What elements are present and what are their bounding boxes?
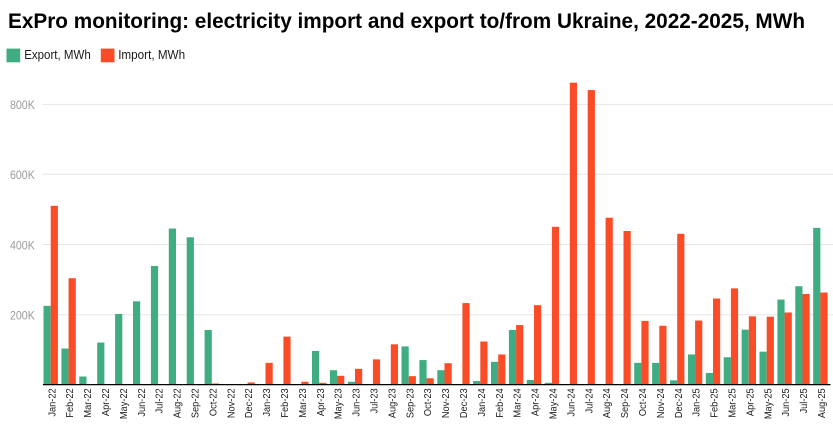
- svg-text:Jul-23: Jul-23: [369, 388, 381, 414]
- svg-text:Oct-24: Oct-24: [638, 388, 650, 416]
- svg-text:Sep-24: Sep-24: [620, 388, 632, 418]
- svg-text:200K: 200K: [10, 309, 35, 323]
- svg-text:Jul-24: Jul-24: [584, 388, 596, 414]
- svg-text:Oct-23: Oct-23: [423, 388, 435, 416]
- svg-text:Apr-24: Apr-24: [530, 388, 542, 416]
- svg-text:Sep-22: Sep-22: [190, 388, 202, 418]
- svg-text:Jan-25: Jan-25: [691, 388, 703, 417]
- svg-text:Mar-22: Mar-22: [83, 388, 95, 417]
- svg-text:Nov-22: Nov-22: [226, 388, 238, 418]
- svg-text:Feb-24: Feb-24: [494, 388, 506, 418]
- svg-text:800K: 800K: [10, 98, 35, 112]
- svg-text:Feb-22: Feb-22: [65, 388, 77, 417]
- svg-text:Import, MWh: Import, MWh: [118, 48, 185, 62]
- svg-text:Export, MWh: Export, MWh: [24, 48, 91, 62]
- svg-text:Aug-25: Aug-25: [817, 388, 829, 418]
- svg-text:May-25: May-25: [763, 388, 775, 419]
- svg-text:May-24: May-24: [548, 388, 560, 419]
- svg-text:Mar-23: Mar-23: [297, 388, 309, 418]
- svg-text:Aug-23: Aug-23: [387, 388, 399, 418]
- svg-text:Aug-22: Aug-22: [172, 388, 184, 418]
- svg-text:Apr-23: Apr-23: [315, 388, 327, 416]
- svg-text:Mar-24: Mar-24: [512, 388, 524, 418]
- svg-text:Jul-25: Jul-25: [799, 388, 811, 414]
- svg-text:Dec-23: Dec-23: [459, 388, 471, 418]
- svg-text:Jun-22: Jun-22: [136, 388, 148, 416]
- svg-text:Jun-25: Jun-25: [781, 388, 793, 417]
- svg-text:Jun-23: Jun-23: [351, 388, 363, 417]
- svg-text:May-22: May-22: [118, 388, 130, 419]
- svg-text:Sep-23: Sep-23: [405, 388, 417, 418]
- svg-text:Aug-24: Aug-24: [602, 388, 614, 418]
- svg-text:Nov-24: Nov-24: [655, 388, 667, 418]
- svg-text:Feb-23: Feb-23: [280, 388, 292, 418]
- svg-text:Dec-22: Dec-22: [244, 388, 256, 418]
- svg-text:Apr-25: Apr-25: [745, 388, 757, 416]
- svg-text:Jan-23: Jan-23: [262, 388, 274, 417]
- svg-text:Jan-24: Jan-24: [476, 388, 488, 417]
- svg-text:Jan-22: Jan-22: [47, 388, 59, 416]
- svg-text:Dec-24: Dec-24: [673, 388, 685, 418]
- svg-text:600K: 600K: [10, 168, 35, 182]
- svg-text:Apr-22: Apr-22: [101, 388, 113, 416]
- svg-text:Jul-22: Jul-22: [154, 388, 166, 413]
- svg-text:Mar-25: Mar-25: [727, 388, 739, 418]
- svg-text:Oct-22: Oct-22: [208, 388, 220, 416]
- svg-text:400K: 400K: [10, 238, 35, 252]
- svg-text:May-23: May-23: [333, 388, 345, 419]
- svg-text:Jun-24: Jun-24: [566, 388, 578, 417]
- svg-text:Feb-25: Feb-25: [709, 388, 721, 418]
- svg-text:Nov-23: Nov-23: [441, 388, 453, 418]
- svg-text:ExPro monitoring: electricity: ExPro monitoring: electricity import and…: [8, 10, 805, 33]
